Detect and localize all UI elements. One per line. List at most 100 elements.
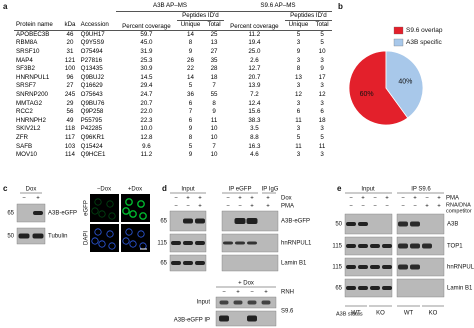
table-cell: Q16629: [80, 82, 103, 90]
band: [33, 211, 43, 215]
table-cell: 96: [66, 73, 74, 81]
table-cell: 9.6: [142, 142, 151, 150]
label: b: [338, 2, 343, 11]
table-cell: 3: [296, 39, 301, 47]
table-cell: 18: [318, 116, 326, 124]
band: [171, 261, 181, 265]
cell-nucleus: [125, 198, 133, 206]
table-cell: 38.3: [248, 116, 261, 124]
cell-nucleus: [139, 212, 147, 220]
band: [223, 241, 233, 245]
table-cell: 12.8: [140, 133, 153, 141]
table-cell: SNRNP200: [16, 90, 48, 98]
band: [195, 261, 205, 265]
table-cell: 17: [318, 73, 326, 81]
band: [370, 265, 380, 269]
table-cell: 11: [318, 142, 326, 150]
label: DAPI: [84, 231, 90, 245]
label: −: [401, 196, 405, 202]
micrograph: [90, 194, 119, 222]
table-cell: Accession: [78, 11, 116, 31]
table-cell: P55795: [80, 116, 103, 124]
label: Input: [181, 187, 195, 193]
band: [183, 261, 193, 265]
protein-table: A3B AP–MS S9.6 AP–MS Protein name kDa Access…: [14, 2, 332, 160]
label: PMA: [446, 196, 459, 202]
label: +: [266, 204, 270, 210]
blot: [16, 227, 46, 245]
table-cell: Q96KR1: [80, 133, 105, 141]
label: + Dox: [238, 281, 254, 287]
cell-nucleus: [129, 210, 137, 218]
label: competitor: [446, 208, 472, 214]
table-cell: 5: [188, 142, 193, 150]
label: 65: [7, 211, 14, 217]
label: 115: [332, 244, 342, 250]
table-cell: 8: [212, 99, 216, 107]
blot: [221, 254, 279, 272]
table-cell: Q15424: [80, 142, 103, 150]
table-cell: 3: [320, 82, 324, 90]
label: 65: [160, 261, 167, 267]
table-cell: Peptides ID'd: [176, 11, 224, 22]
table-cell: 9: [188, 151, 193, 159]
cell-nucleus: [94, 198, 102, 206]
table-cell: 22: [187, 65, 194, 73]
table-row: SRSF7 27 Q16629 29.4 5 7 13.9 3 3: [14, 82, 332, 91]
table-row: SKIV2L2 118 P42285 10.0 9 10 3.5 3 3: [14, 125, 332, 134]
table-cell: 12.4: [248, 99, 261, 107]
table-row: MOV10 114 Q9HCE1 11.2 9 10 4.6 3 3: [14, 151, 332, 160]
cell-nucleus: [122, 237, 130, 245]
band: [382, 286, 392, 290]
label: −: [22, 196, 26, 202]
table-cell: MAP4: [16, 56, 33, 64]
table-cell: 31: [66, 47, 74, 55]
table-cell: 8: [296, 65, 301, 73]
label: +: [236, 290, 240, 296]
table-cell: 45.0: [140, 39, 153, 47]
band: [195, 218, 205, 224]
label: A3B-eGFP: [48, 211, 77, 217]
blot: [396, 278, 445, 298]
label: +: [425, 204, 429, 210]
label: S9.6: [281, 309, 294, 315]
label: +: [361, 196, 365, 202]
label: −: [361, 204, 365, 210]
band: [219, 315, 229, 322]
cell-nucleus: [94, 228, 102, 236]
band: [183, 241, 193, 245]
table-cell: HNRNPUL1: [16, 73, 50, 81]
label: +Dox: [128, 187, 142, 193]
band: [247, 300, 257, 305]
label: KO: [429, 311, 438, 317]
table-cell: 46: [66, 30, 74, 38]
band: [171, 241, 181, 245]
label: −: [349, 196, 353, 202]
band: [382, 265, 392, 269]
label: +: [437, 204, 441, 210]
cell-nucleus: [137, 200, 145, 208]
table-row: Unique Total Unique Total: [14, 20, 332, 31]
table-cell: 13: [210, 39, 218, 47]
band: [246, 218, 258, 224]
label: −: [222, 290, 226, 296]
band: [247, 241, 257, 245]
table-cell: 3: [320, 99, 324, 107]
table-cell: 11.2: [248, 30, 261, 38]
table-cell: 14: [187, 73, 194, 81]
table-cell: 28: [210, 65, 218, 73]
blot: [16, 203, 46, 223]
table-cell: Q9BUJ2: [80, 73, 105, 81]
table-row: SRSF10 31 O75494 31.9 9 27 25.0 9 10: [14, 48, 332, 57]
label: −: [349, 204, 353, 210]
table-cell: 3.5: [250, 125, 259, 133]
table-cell: 22.0: [140, 108, 153, 116]
table-cell: 8: [188, 133, 193, 141]
band: [195, 241, 205, 245]
table-cell: 20: [66, 39, 74, 47]
label: 65: [335, 286, 342, 292]
label: d: [162, 184, 167, 193]
table-cell: 25.0: [248, 47, 261, 55]
table-cell: 245: [64, 90, 76, 98]
table-cell: SRSF10: [16, 47, 40, 55]
